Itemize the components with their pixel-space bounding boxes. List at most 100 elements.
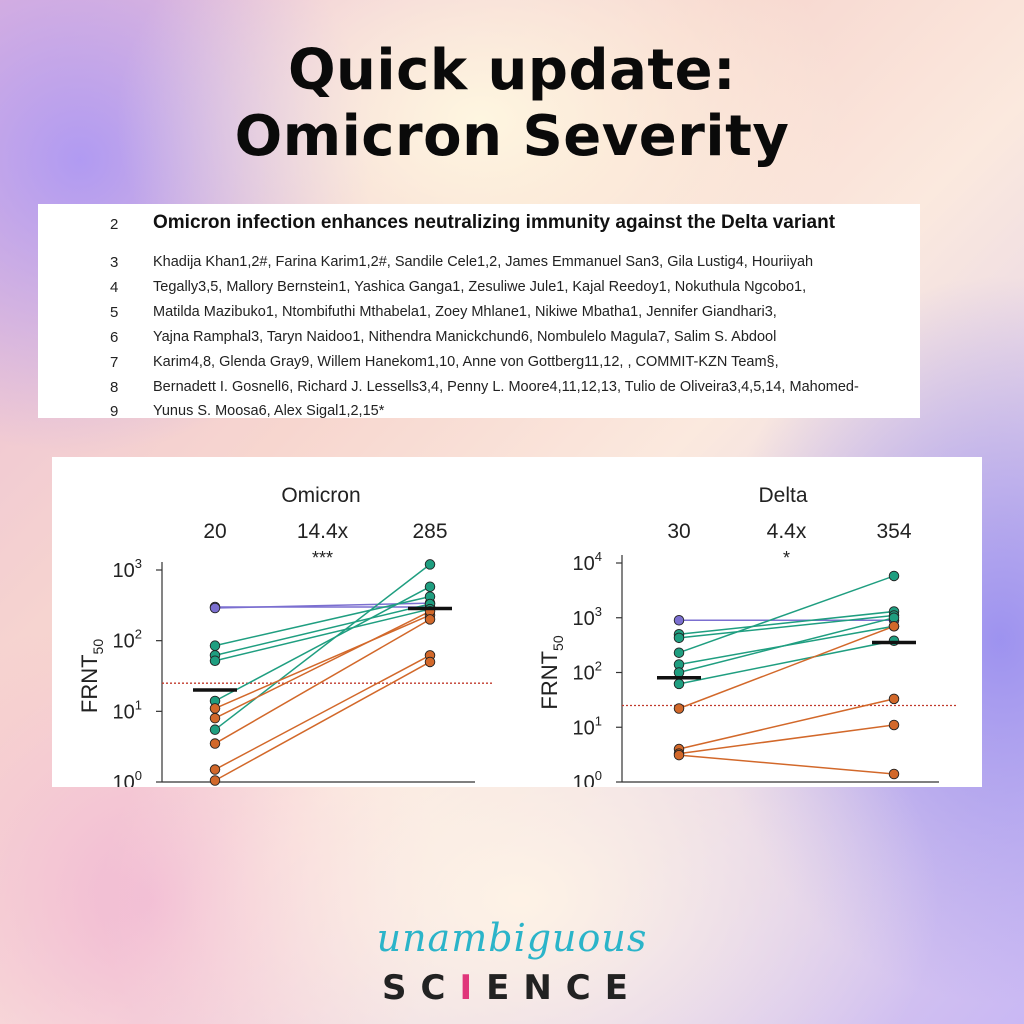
y-tick-exponent: 3 [595,604,602,619]
author-line: Yajna Ramphal3, Taryn Naidoo1, Nithendra… [153,329,777,345]
line-number: 9 [110,403,119,420]
data-point-before [209,775,221,786]
y-tick-label: 101 [573,713,602,739]
y-tick-label: 100 [113,768,142,787]
line-number: 2 [110,216,119,233]
pair-line [214,614,431,710]
pair-line [214,618,431,745]
y-tick-exponent: 2 [135,627,142,642]
paper-line: 6 Yajna Ramphal3, Taryn Naidoo1, Nithendr… [38,329,920,353]
logo-accent-letter: I [459,968,487,1008]
pair-line [678,754,895,775]
y-axis-label-subscript: 50 [550,635,566,651]
paper-line: 4 Tegally3,5, Mallory Bernstein1, Yashica… [38,279,920,303]
data-point-before [209,712,221,724]
pair-line [214,610,431,719]
line-number: 7 [110,354,119,371]
chart-title: Omicron [281,484,360,507]
y-axis-label: FRNT50 [77,639,106,713]
paper-title: Omicron infection enhances neutralizing … [153,212,836,233]
paper-line: 3 Khadija Khan1,2#, Farina Karim1,2#, San… [38,254,920,278]
fold-change-label: 4.4x [767,520,807,543]
data-point-before [209,764,221,775]
author-line: Bernadett I. Gosnell6, Richard J. Lessel… [153,379,859,395]
data-point-before [209,640,221,651]
pair-line [678,617,895,674]
data-point-before [673,678,685,690]
author-line: Matilda Mazibuko1, Ntombifuthi Mthabela1… [153,304,777,320]
pair-line [214,563,431,731]
median-label-right: 354 [876,520,911,543]
data-point-before [673,667,685,678]
line-number: 4 [110,279,119,296]
logo-part-a: SC [382,968,460,1008]
y-tick-exponent: 0 [135,768,142,783]
y-tick-exponent: 1 [135,697,142,712]
pair-line [678,575,895,654]
y-tick-label: 103 [113,556,142,582]
brand-logo: unambiguous SCIENCE [0,918,1024,1008]
data-point-before [209,724,221,735]
data-point-after [424,581,436,592]
data-point-after [424,559,436,570]
y-axis-label: FRNT50 [537,635,566,709]
median-label-left: 30 [667,520,690,543]
fold-change-label: 14.4x [297,520,349,543]
page-title: Quick update: Omicron Severity [0,38,1024,170]
significance-stars: * [783,548,790,568]
pair-line [214,602,431,609]
data-point-after [888,570,900,582]
data-point-before [209,703,221,714]
charts-panel: Omicron 20 14.4x 285 *** 100 101 102 103 FRNT50 De… [52,457,982,787]
chart-title: Delta [758,484,807,507]
paper-line: 9 Yunus S. Moosa6, Alex Sigal1,2,15* [38,403,920,427]
logo-line-2: SCIENCE [0,968,1024,1008]
data-point-before [673,749,685,761]
pair-line [214,595,431,647]
data-point-before [673,703,685,714]
line-number: 3 [110,254,119,271]
data-point-before [673,632,685,644]
y-tick-label: 103 [573,604,602,630]
median-label-right: 285 [412,520,447,543]
median-label-left: 20 [203,520,226,543]
pair-line [678,640,895,685]
pair-line [678,724,895,755]
y-axis-label-subscript: 50 [90,639,106,655]
pair-line [214,608,431,662]
y-tick-label: 102 [113,627,142,653]
data-point-before [209,738,221,749]
data-point-after [424,656,436,668]
title-line-1: Quick update: [287,38,737,103]
author-line: Tegally3,5, Mallory Bernstein1, Yashica … [153,279,807,295]
paper-line: 2 Omicron infection enhances neutralizing… [38,212,920,236]
data-point-before [673,615,685,626]
y-tick-exponent: 0 [595,768,602,783]
y-tick-label: 101 [113,697,142,723]
y-tick-exponent: 2 [595,659,602,674]
pair-line [214,586,431,702]
author-line: Karim4,8, Glenda Gray9, Willem Hanekom1,… [153,354,779,370]
line-number: 5 [110,304,119,321]
y-tick-label: 102 [573,659,602,685]
y-tick-label: 104 [573,549,602,575]
pair-line [678,698,895,750]
pair-line [678,610,895,635]
pair-line [214,654,431,771]
paper-line: 5 Matilda Mazibuko1, Ntombifuthi Mthabela… [38,304,920,328]
y-tick-exponent: 4 [595,549,602,564]
data-point-after [888,620,900,632]
significance-stars: *** [312,548,333,568]
data-point-before [209,602,221,614]
pair-line [214,661,431,782]
paper-line: 7 Karim4,8, Glenda Gray9, Willem Hanekom1… [38,354,920,378]
y-tick-exponent: 3 [135,556,142,571]
pair-line [678,614,895,639]
author-line: Yunus S. Moosa6, Alex Sigal1,2,15* [153,403,385,419]
data-point-after [888,719,900,731]
logo-line-1: unambiguous [376,916,648,960]
pair-line [678,625,895,710]
title-line-2: Omicron Severity [234,104,790,169]
line-number: 8 [110,379,119,396]
